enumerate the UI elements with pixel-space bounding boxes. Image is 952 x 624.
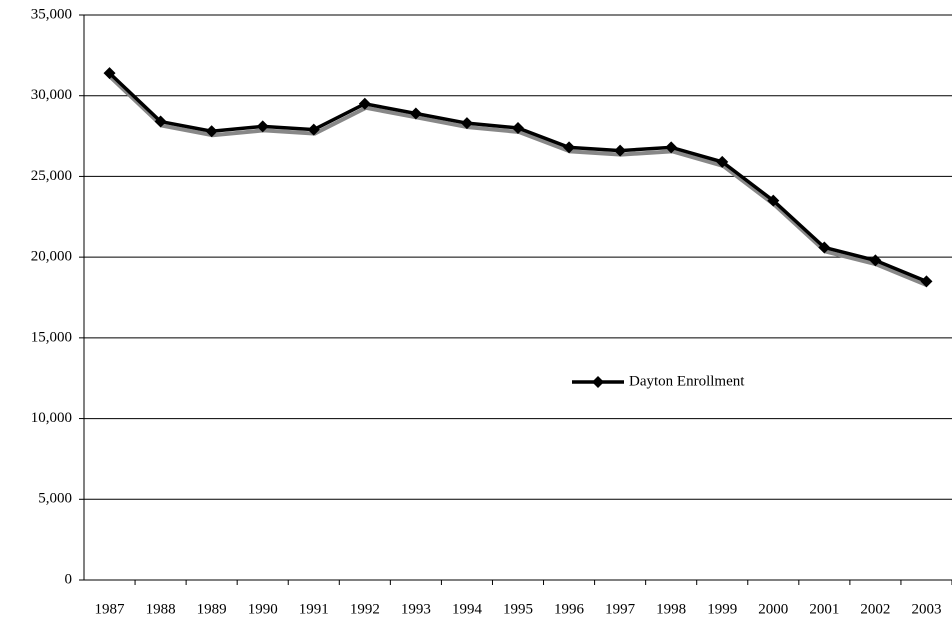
x-tick-label: 1990 <box>248 601 278 617</box>
x-tick-label: 1989 <box>197 601 227 617</box>
y-tick-label: 15,000 <box>31 329 72 345</box>
x-tick-label: 1993 <box>401 601 431 617</box>
x-tick-label: 1994 <box>452 601 483 617</box>
marker <box>614 144 627 157</box>
line-shadow <box>109 75 929 288</box>
x-tick-label: 1996 <box>554 601 585 617</box>
marker <box>512 122 524 134</box>
x-tick-label: 1997 <box>605 601 636 617</box>
x-tick-label: 1998 <box>656 601 686 617</box>
marker <box>205 125 218 138</box>
y-tick-label: 25,000 <box>31 168 72 184</box>
marker <box>409 107 422 120</box>
y-tick-label: 10,000 <box>31 410 72 426</box>
y-tick-label: 5,000 <box>38 491 72 507</box>
x-tick-label: 1992 <box>350 601 380 617</box>
legend-marker <box>592 376 604 388</box>
marker <box>256 120 269 133</box>
marker <box>716 155 729 168</box>
y-tick-label: 30,000 <box>31 87 72 103</box>
marker <box>665 141 678 154</box>
y-tick-label: 0 <box>65 571 73 587</box>
marker <box>920 275 933 288</box>
x-tick-label: 1999 <box>707 601 737 617</box>
x-tick-label: 2003 <box>911 601 941 617</box>
marker <box>460 117 473 130</box>
y-tick-label: 35,000 <box>31 6 72 22</box>
x-tick-label: 2002 <box>860 601 890 617</box>
marker <box>563 141 576 154</box>
x-tick-label: 2001 <box>809 601 839 617</box>
marker <box>818 241 831 254</box>
marker <box>767 194 780 207</box>
x-tick-label: 1987 <box>95 601 126 617</box>
x-tick-label: 1991 <box>299 601 329 617</box>
marker <box>358 97 371 110</box>
marker <box>307 123 320 136</box>
marker <box>103 67 116 80</box>
legend-label: Dayton Enrollment <box>629 373 745 389</box>
marker <box>869 254 882 267</box>
marker <box>154 115 167 128</box>
line <box>108 71 928 283</box>
y-tick-label: 20,000 <box>31 249 72 265</box>
x-tick-label: 1995 <box>503 601 533 617</box>
x-tick-label: 2000 <box>758 601 788 617</box>
x-tick-label: 1988 <box>146 601 176 617</box>
